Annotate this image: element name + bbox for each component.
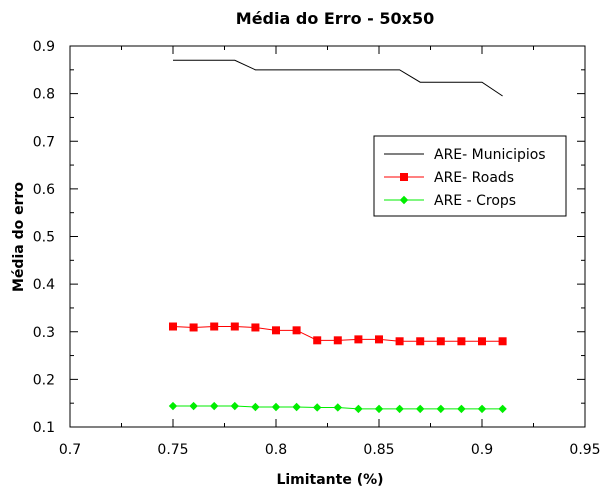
series-1 [173, 59, 503, 97]
data-point [312, 403, 322, 412]
data-point [169, 322, 177, 331]
legend: ARE- Municipios ARE- Roads ARE - Crops [373, 135, 567, 217]
x-tick-label: 0.95 [569, 442, 600, 458]
series-layer [168, 59, 507, 414]
y-tick-label: 0.6 [33, 182, 55, 198]
x-tick-label: 0.85 [363, 442, 394, 458]
plot-frame [69, 45, 586, 428]
data-point [189, 323, 198, 332]
y-tick-label: 0.4 [33, 277, 55, 293]
data-point [416, 337, 425, 346]
data-point [498, 337, 507, 346]
data-point [457, 337, 466, 346]
data-point [395, 404, 404, 414]
y-tick-label: 0.2 [33, 372, 55, 388]
x-axis-label: Limitante (%) [276, 472, 383, 488]
x-tick-label: 0.75 [157, 442, 188, 458]
legend-entry: ARE- Roads [434, 170, 514, 186]
data-point [333, 336, 342, 345]
data-point [230, 401, 240, 411]
data-point [375, 335, 383, 344]
series-3 [168, 401, 507, 414]
data-point [272, 326, 280, 335]
legend-swatch-marker [400, 173, 408, 181]
data-point [251, 323, 260, 332]
axis-ticks: 0.7 0.75 0.8 0.85 0.9 0.95 0.1 0.2 0.3 0.4 0.5 0.6 0… [33, 39, 601, 458]
data-point [168, 401, 178, 411]
data-point [415, 404, 425, 414]
legend-swatch-marker [399, 195, 409, 205]
data-point [498, 404, 507, 414]
data-point [457, 404, 466, 414]
data-point [271, 402, 281, 412]
data-point [210, 322, 219, 331]
legend-entry: ARE- Municipios [434, 147, 546, 163]
data-point [436, 337, 445, 346]
data-point [354, 404, 363, 414]
y-tick-label: 0.3 [33, 325, 55, 341]
y-tick-label: 0.5 [33, 230, 55, 246]
data-point [292, 326, 301, 335]
y-tick-label: 0.7 [33, 134, 55, 150]
data-point [354, 335, 363, 344]
data-point [333, 403, 343, 412]
y-tick-label: 0.8 [33, 87, 55, 103]
data-point [230, 322, 239, 331]
series-line [173, 59, 503, 97]
x-tick-label: 0.9 [471, 442, 493, 458]
legend-entry: ARE - Crops [434, 193, 516, 209]
plot-border [69, 45, 586, 428]
data-point [395, 337, 404, 346]
data-point [251, 402, 260, 412]
series-2 [169, 322, 507, 346]
y-tick-label: 0.1 [33, 420, 55, 436]
data-point [374, 404, 384, 414]
y-axis-label: Média do erro [11, 182, 27, 292]
chart-title: Média do Erro - 50x50 [236, 9, 434, 28]
data-point [189, 401, 198, 411]
y-tick-label: 0.9 [33, 39, 55, 55]
x-tick-label: 0.7 [59, 442, 81, 458]
data-point [209, 401, 219, 411]
data-point [477, 404, 487, 414]
x-tick-label: 0.8 [265, 442, 287, 458]
data-point [436, 404, 446, 414]
data-point [292, 402, 301, 412]
data-point [313, 336, 322, 345]
data-point [478, 337, 486, 346]
